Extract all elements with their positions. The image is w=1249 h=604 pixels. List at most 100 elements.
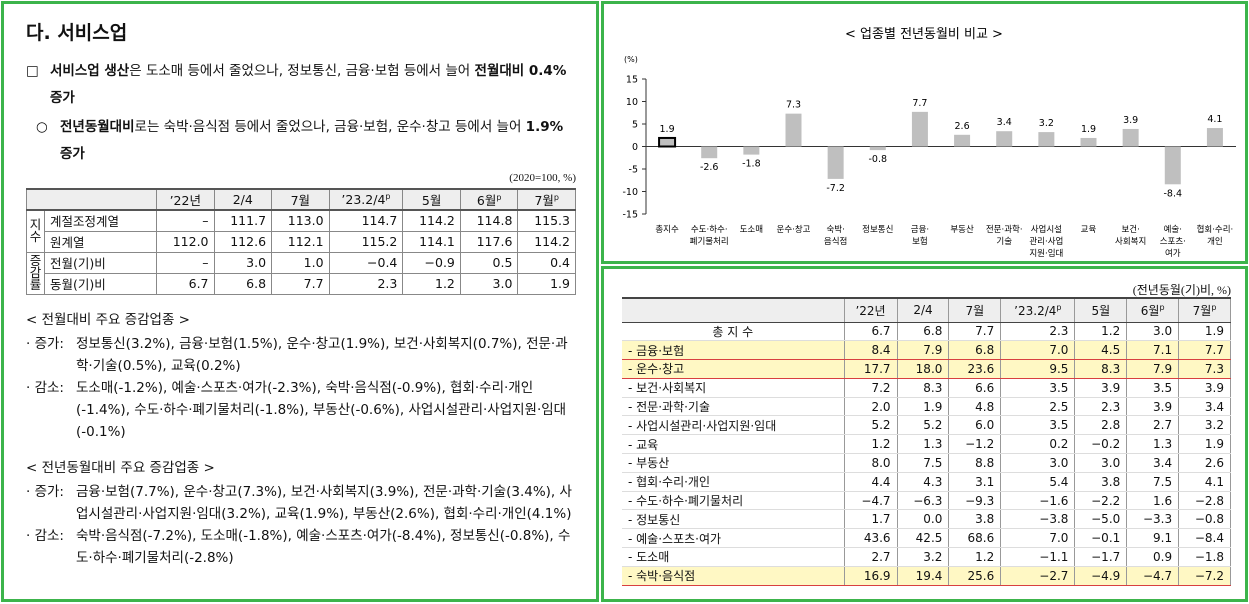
cell: −2.8 [1178,491,1231,511]
table-row: - 전문·과학·기술 2.0 1.9 4.8 2.5 2.3 3.9 3.4 [622,397,1231,417]
cell: −5.0 [1074,509,1128,530]
row-label: - 보건·사회복지 [622,378,845,398]
value-label: -1.8 [742,159,761,170]
cell: 3.0 [1000,453,1076,473]
text-segment: 은 도소매 등에서 줄었으나, 정보통신, 금융·보험 등에서 늘어 [129,63,475,79]
header-cell: 5월 [402,188,461,211]
item-label: · 감소: [26,527,64,544]
header-cell: 7월p [517,188,576,211]
x-tick-label: 예술· [1164,224,1182,235]
table-row: - 사업시설관리·사업지원·임대 5.2 5.2 6.0 3.5 2.8 2.7 3.2 [622,415,1231,436]
cell: 1.6 [1126,491,1180,511]
header-text: ’22년 [855,303,886,318]
cell: 1.2 [402,272,461,295]
cell: −4.7 [844,491,898,511]
row-label: 전월(기)비 [44,251,157,274]
cell: 1.9 [517,272,576,295]
cell: 0.9 [1126,547,1180,567]
cell: 8.4 [844,340,898,361]
header-text: 7월 [1192,303,1212,318]
cell: 114.2 [517,230,576,253]
text-segment: 전년동월대비 [60,119,135,135]
cell: −3.8 [1000,509,1076,530]
cell: −0.9 [402,251,461,274]
group-label: 지수 [26,209,45,253]
item-text: 정보통신(3.2%), 금융·보험(1.5%), 운수·창고(1.9%), 보건… [76,335,568,374]
cell: 0.5 [459,251,519,274]
cell: 3.4 [1178,397,1231,417]
x-tick-label: 도소매 [740,225,763,235]
paragraph: □ 서비스업 생산은 도소매 등에서 줄었으나, 정보통신, 금융·보험 등에서 … [26,58,576,112]
cell: 2.7 [1126,415,1180,436]
cell: −2.7 [1000,565,1076,586]
header-cell: 7월 [948,297,1002,323]
x-tick-label: 정보통신 [862,224,893,235]
cell: 112.6 [213,230,273,253]
header-text: 5월 [421,193,442,208]
cell: 6.7 [844,322,898,342]
header-cell: ’23.2/4p [328,188,404,211]
y-tick-label: -5 [629,165,638,176]
cell: −1.1 [1000,547,1076,567]
header-cell: 6월p [459,188,519,211]
cell: 23.6 [948,359,1002,379]
cell: 4.5 [1074,340,1128,361]
x-tick-label: 부동산 [950,224,974,235]
cell: 3.5 [1000,378,1076,398]
cell: 4.4 [844,472,898,492]
x-tick-label: 협회·수리· [1197,224,1234,235]
value-label: -0.8 [869,154,888,165]
cell: 16.9 [844,565,898,586]
bar [658,136,677,148]
cell: 1.9 [897,397,950,417]
header-row: ’22년 2/4 7월 ’23.2/4p 5월 6월p 7월p [26,188,576,211]
cell: −7.2 [1178,565,1231,586]
cell: 1.3 [1126,434,1180,455]
industry-table: ’22년 2/4 7월 ’23.2/4p 5월 6월p 7월p 총 지 수 6.7 6.8 7.7 2… [622,297,1231,586]
header-row: ’22년 2/4 7월 ’23.2/4p 5월 6월p 7월p [622,297,1231,323]
cell: 2.6 [1178,453,1231,473]
cell: 5.4 [1000,472,1076,492]
cell: −8.4 [1178,528,1231,549]
bar [785,113,802,147]
bar [701,146,718,159]
x-tick-label: 교육 [1081,225,1097,235]
header-sup: p [1159,302,1165,312]
cell: 7.1 [1126,340,1180,361]
table-row: - 협회·수리·개인 4.4 4.3 3.1 5.4 3.8 7.5 4.1 [622,472,1231,492]
table-row: - 금융·보험 8.4 7.9 6.8 7.0 4.5 7.1 7.7 [622,340,1231,361]
section: < 전년동월대비 주요 증감업종 > · 증가: 금융·보험(7.7%), 운수·창… [26,457,576,569]
cell: 112.1 [271,230,330,253]
row-label: - 숙박·음식점 [622,565,845,586]
header-cell: 5월 [1074,297,1128,323]
cell: 3.8 [948,509,1002,530]
cell: 3.9 [1178,378,1231,398]
bar [1122,128,1139,147]
bar [954,134,971,147]
row-label: - 협회·수리·개인 [622,472,845,492]
value-label: 3.9 [1123,115,1138,126]
section-heading: < 전월대비 주요 증감업종 > [26,311,190,328]
cell: −0.2 [1074,434,1128,455]
item-label: · 증가: [26,335,64,352]
index-table: ’22년 2/4 7월 ’23.2/4p 5월 6월p 7월p 지수 계절조정계열 –111.7 1… [26,188,576,295]
cell: 19.4 [897,565,950,586]
left-panel: 다. 서비스업 □ 서비스업 생산은 도소매 등에서 줄었으나, 정보통신, 금융·… [1,1,599,602]
cell: 68.6 [948,528,1002,549]
cell: 1.2 [1074,322,1128,342]
cell: 0.4 [517,251,576,274]
header-text: 2/4 [232,192,253,207]
header-text: 6월 [1140,303,1160,318]
y-tick-label: -15 [622,210,638,221]
cell: 9.5 [1000,359,1076,379]
row-label: - 정보통신 [622,509,845,530]
cell: 2.3 [1000,322,1076,342]
y-tick-label: 15 [626,75,638,86]
cell: 6.7 [156,272,215,295]
value-label: -8.4 [1164,188,1183,199]
group-label: 증감률 [26,251,45,295]
table-row: 총 지 수 6.7 6.8 7.7 2.3 1.2 3.0 1.9 [622,322,1231,342]
header-sup: p [1211,302,1217,312]
x-tick-label: 기술 [996,237,1012,247]
table-row: - 도소매 2.7 3.2 1.2 −1.1 −1.7 0.9 −1.8 [622,547,1231,567]
